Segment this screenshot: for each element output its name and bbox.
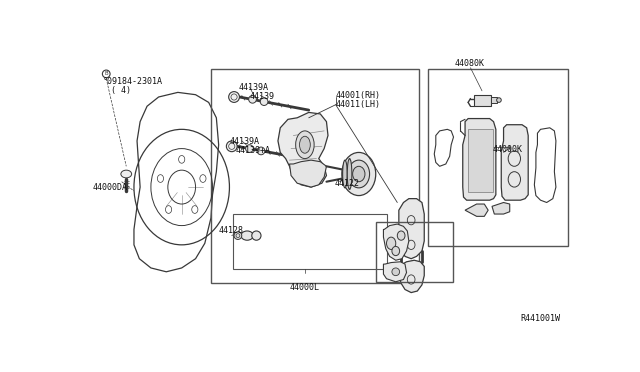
- Polygon shape: [492, 202, 509, 214]
- Ellipse shape: [241, 231, 253, 240]
- Ellipse shape: [300, 136, 310, 153]
- Text: 44139: 44139: [250, 92, 275, 102]
- Polygon shape: [399, 260, 424, 293]
- Text: 44000K: 44000K: [493, 145, 523, 154]
- Bar: [211, 69, 419, 283]
- Text: 44122: 44122: [334, 179, 359, 188]
- Bar: [468, 129, 493, 192]
- Text: 44011(LH): 44011(LH): [336, 100, 381, 109]
- Text: 44139A: 44139A: [239, 83, 269, 92]
- Ellipse shape: [249, 96, 257, 103]
- Polygon shape: [465, 204, 488, 217]
- Ellipse shape: [234, 232, 242, 240]
- Text: 44001(RH): 44001(RH): [336, 91, 381, 100]
- Text: 44000DA: 44000DA: [92, 183, 127, 192]
- Ellipse shape: [348, 158, 352, 189]
- Polygon shape: [501, 125, 528, 200]
- Text: R441001W: R441001W: [520, 314, 561, 323]
- Ellipse shape: [392, 268, 399, 276]
- Polygon shape: [289, 160, 326, 187]
- Ellipse shape: [387, 237, 396, 250]
- Polygon shape: [278, 112, 328, 187]
- Ellipse shape: [353, 166, 365, 182]
- Ellipse shape: [342, 160, 348, 188]
- Ellipse shape: [252, 231, 261, 240]
- Ellipse shape: [296, 131, 314, 158]
- Text: 44139A: 44139A: [230, 137, 259, 146]
- Text: B: B: [104, 71, 108, 76]
- Ellipse shape: [121, 170, 132, 178]
- Polygon shape: [399, 199, 424, 259]
- Bar: [232, 214, 387, 269]
- Bar: [492, 97, 497, 103]
- Ellipse shape: [246, 145, 253, 153]
- Bar: [428, 69, 568, 246]
- Text: 44128: 44128: [219, 225, 244, 235]
- Text: 44000L: 44000L: [289, 283, 319, 292]
- Ellipse shape: [342, 153, 376, 196]
- Ellipse shape: [257, 147, 265, 155]
- Ellipse shape: [348, 160, 369, 188]
- Polygon shape: [383, 224, 409, 260]
- Bar: [376, 222, 452, 282]
- Ellipse shape: [392, 246, 399, 256]
- Ellipse shape: [397, 231, 405, 240]
- Bar: [474, 95, 492, 106]
- Text: 44080K: 44080K: [454, 58, 484, 67]
- Text: ( 4): ( 4): [111, 86, 131, 95]
- Ellipse shape: [227, 141, 237, 152]
- Polygon shape: [463, 119, 496, 200]
- Text: 44139+A: 44139+A: [236, 146, 271, 155]
- Ellipse shape: [228, 92, 239, 102]
- Polygon shape: [383, 262, 406, 282]
- Text: °09184-2301A: °09184-2301A: [103, 77, 163, 86]
- Ellipse shape: [497, 98, 501, 102]
- Ellipse shape: [260, 98, 268, 106]
